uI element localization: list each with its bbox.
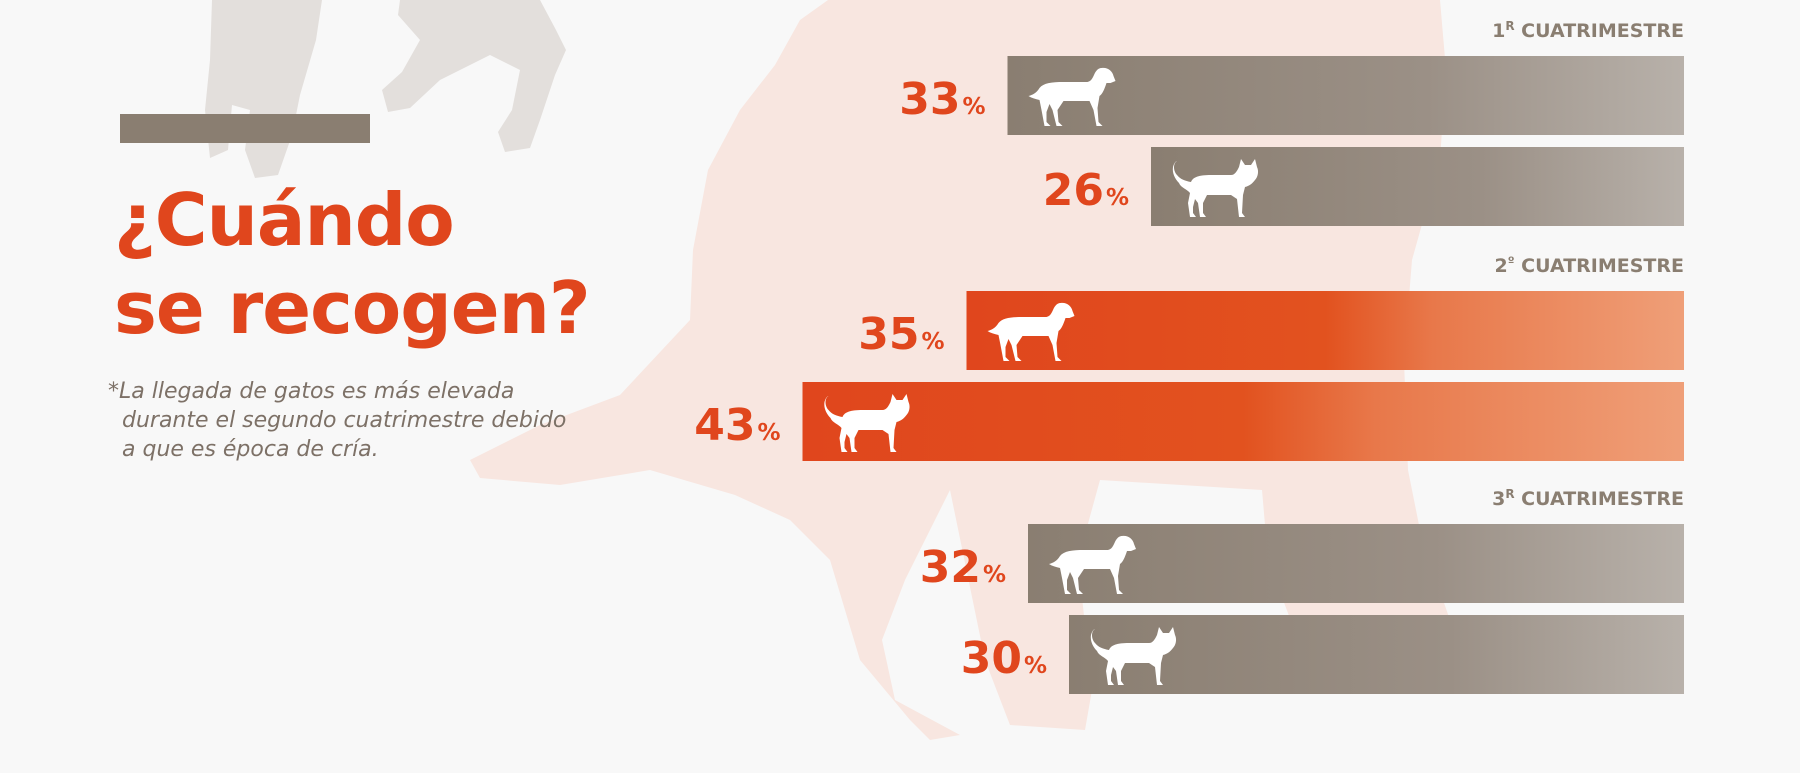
cat-legs-silhouette [205, 0, 566, 178]
footnote-line-3: a que es época de cría. [122, 437, 379, 462]
group-1-dog-value-label: 33% [899, 74, 985, 125]
title-line-2: se recogen? [114, 266, 591, 350]
group-1-period-label: 1R CUATRIMESTRE [1492, 19, 1684, 42]
footnote-line-2: durante el segundo cuatrimestre debido [122, 408, 567, 433]
group-1-cat-value-label: 26% [1043, 165, 1129, 216]
group-2-cat-bar [802, 382, 1684, 461]
title-accent-bar [120, 114, 370, 143]
group-2-dog-value-label: 35% [858, 309, 944, 360]
group-2-dog-bar [966, 291, 1684, 370]
group-3-dog-value-label: 32% [920, 542, 1006, 593]
group-3-dog-bar [1028, 524, 1684, 603]
group-3-cat-bar [1069, 615, 1684, 694]
group-3-period-label: 3R CUATRIMESTRE [1492, 487, 1684, 510]
group-2-period-label: 2º CUATRIMESTRE [1495, 254, 1684, 277]
group-3-cat-value-label: 30% [961, 633, 1047, 684]
footnote: *La llegada de gatos es más elevada dura… [108, 377, 588, 464]
group-1-dog-bar [1007, 56, 1684, 135]
page-title: ¿Cuándo se recogen? [114, 176, 634, 352]
footnote-line-1: *La llegada de gatos es más elevada [108, 379, 515, 404]
title-line-1: ¿Cuándo [114, 178, 455, 262]
group-2-cat-value-label: 43% [694, 400, 780, 451]
chart-bars: 1R CUATRIMESTRE 33% 26% 2º CUATRIMESTRE 35% 4… [694, 19, 1684, 694]
